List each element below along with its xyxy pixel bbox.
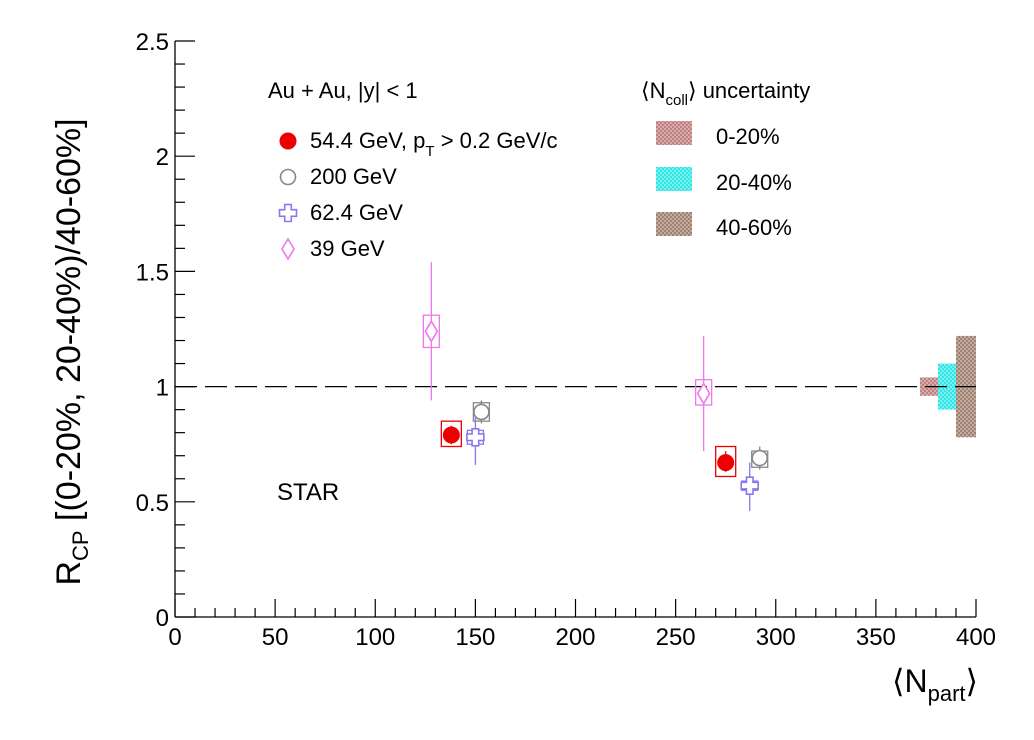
x-tick-label: 0 [168, 624, 181, 651]
legend-entry: 39 GeV [281, 236, 385, 261]
legend-entry: 200 GeV [279, 164, 397, 189]
legend-label: 54.4 GeV, pT > 0.2 GeV/c [310, 128, 557, 160]
data-point [740, 476, 760, 495]
series [472, 400, 769, 470]
systematic-box [715, 445, 737, 478]
data-point [424, 319, 439, 343]
ncoll-legend-title: ⟨Ncoll⟩ uncertainty [641, 78, 810, 109]
y-tick-label: 2 [156, 144, 169, 171]
series-legend: 54.4 GeV, pT > 0.2 GeV/c 200 GeV 62.4 Ge… [278, 128, 557, 261]
y-axis-label: RCP [(0-20%, 20-40%)/40-60%] [50, 118, 93, 585]
ncoll-swatch [656, 212, 692, 236]
series [422, 262, 713, 452]
legend-entry: 54.4 GeV, pT > 0.2 GeV/c [279, 128, 557, 160]
series [466, 416, 760, 512]
data-point [717, 454, 735, 472]
ncoll-legend-label: 0-20% [716, 124, 780, 149]
y-tick-label: 0 [156, 605, 169, 632]
y-tick-label: 2.5 [136, 29, 169, 56]
y-tick-label: 1.5 [136, 259, 169, 286]
experiment-label: STAR [277, 479, 339, 506]
ncoll-legend-label: 40-60% [716, 215, 792, 240]
x-tick-label: 50 [262, 624, 289, 651]
legend-label: 62.4 GeV [310, 200, 403, 225]
x-tick-label: 100 [355, 624, 395, 651]
legend-marker-open-circle [279, 168, 297, 186]
legend-marker-filled-circle [279, 132, 297, 150]
data-point [696, 381, 711, 406]
data-point [442, 426, 460, 444]
ncoll-swatches [656, 121, 692, 236]
x-tick-label: 200 [555, 624, 595, 651]
data-point [279, 132, 297, 150]
x-tick-label: 150 [455, 624, 495, 651]
x-tick-label: 250 [656, 624, 696, 651]
legend-marker-open-diamond [281, 237, 295, 261]
axes: 0 50 100 150 200 250 300 350 400 0 0.5 1 1.5 2 2.5 [136, 29, 996, 651]
data-layer [422, 262, 769, 512]
systematic-box [440, 420, 462, 448]
x-tick-label: 350 [856, 624, 896, 651]
y-tick-label: 0.5 [136, 490, 169, 517]
data-point [278, 203, 298, 223]
data-point [751, 449, 769, 467]
ncoll-legend-label: 20-40% [716, 170, 792, 195]
legend-entry: 62.4 GeV [278, 200, 403, 225]
data-point [466, 427, 485, 447]
ncoll-legend: ⟨Ncoll⟩ uncertainty 0-20% 20-40% 40-60% [641, 78, 810, 240]
data-point [473, 403, 490, 421]
legend-marker-open-cross [278, 203, 298, 223]
y-tick-label: 1 [156, 375, 169, 402]
data-point [281, 237, 295, 261]
legend-label: 39 GeV [310, 236, 385, 261]
data-point [279, 168, 297, 186]
x-tick-label: 400 [956, 624, 996, 651]
x-axis-label: ⟨Npart⟩ [892, 663, 978, 706]
legend-label: 200 GeV [310, 164, 397, 189]
system-annotation: Au + Au, |y| < 1 [268, 78, 418, 103]
series [440, 420, 737, 478]
ncoll-swatch [656, 121, 692, 145]
x-tick-label: 300 [756, 624, 796, 651]
ncoll-swatch [656, 167, 692, 191]
